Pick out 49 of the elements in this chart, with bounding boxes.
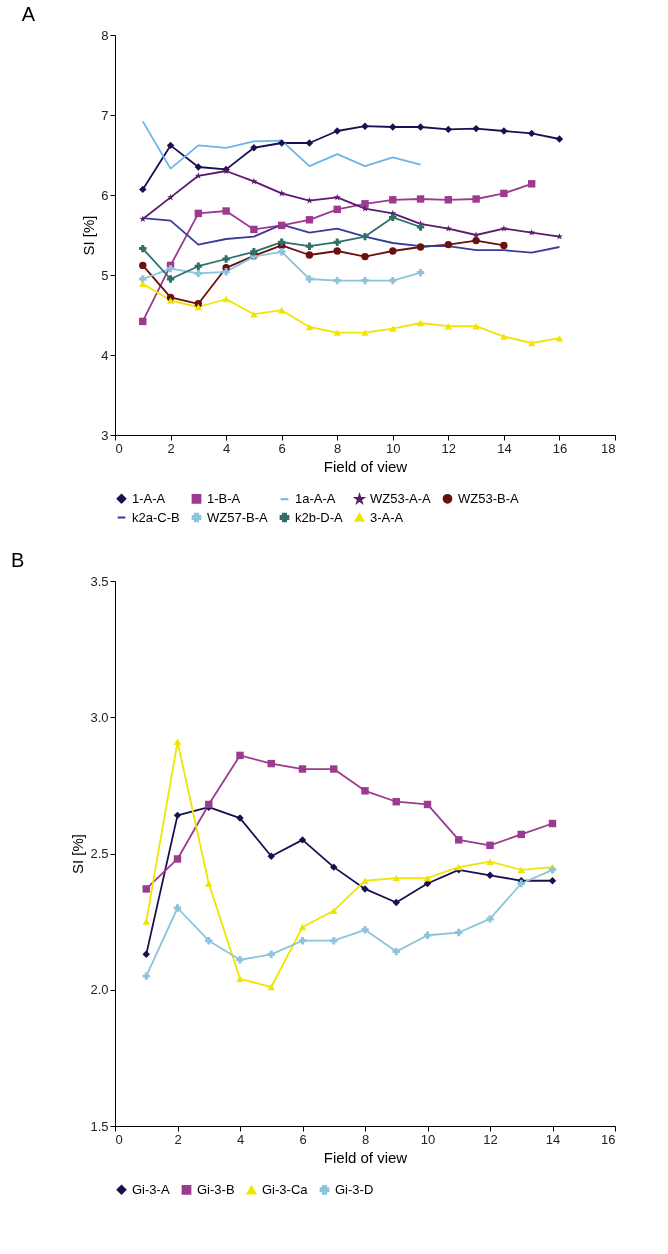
x-tick-label: 0 (115, 1131, 123, 1147)
x-tick-label: 12 (441, 440, 457, 456)
x-tick-label: 2 (174, 1131, 182, 1147)
y-tick-label: 2.0 (90, 982, 109, 998)
x-tick-label: 14 (545, 1131, 561, 1147)
x-tick-label: 6 (299, 1131, 307, 1147)
legend-label: k2b-D-A (295, 509, 344, 525)
legend-label: 3-A-A (370, 509, 404, 525)
y-tick-label: 6 (101, 187, 109, 203)
x-tick-label: 16 (601, 1131, 616, 1147)
x-tick-label: 10 (420, 1131, 436, 1147)
x-tick-label: 8 (334, 440, 342, 456)
y-tick-label: 3.5 (90, 573, 109, 589)
y-tick-label: 7 (101, 107, 109, 123)
legend-label: 1-A-A (132, 490, 166, 506)
x-tick-label: 10 (386, 440, 401, 456)
x-axis-title: Field of view (323, 457, 408, 475)
x-tick-label: 16 (552, 440, 568, 456)
y-axis-title: SI [%] (80, 215, 98, 256)
x-tick-label: 14 (497, 440, 512, 456)
legend-label: Gi-3-D (335, 1181, 374, 1197)
x-tick-label: 0 (115, 440, 123, 456)
legend-label: Gi-3-B (197, 1181, 235, 1197)
x-tick-label: 4 (236, 1131, 245, 1147)
legend-label: WZ53-B-A (458, 490, 519, 506)
legend-label: k2a-C-B (132, 509, 180, 525)
y-tick-label: 3.0 (90, 709, 109, 725)
y-tick-label: 8 (101, 27, 109, 43)
legend-label: 1a-A-A (295, 491, 336, 507)
legend-label: WZ53-A-A (370, 491, 431, 507)
y-axis-title: SI [%] (69, 833, 87, 875)
legend-label: Gi-3-Ca (262, 1182, 309, 1198)
x-axis-title: Field of view (323, 1148, 408, 1166)
x-tick-label: 2 (167, 440, 175, 456)
legend-label: 1-B-A (207, 490, 241, 506)
y-tick-label: 2.5 (90, 846, 109, 861)
x-tick-label: 8 (361, 1131, 370, 1147)
legend-label: WZ57-B-A (207, 509, 268, 525)
y-tick-label: 1.5 (90, 1118, 109, 1134)
y-tick-label: 5 (101, 267, 109, 283)
chart-title: B (10, 549, 25, 571)
x-tick-label: 12 (483, 1131, 498, 1147)
y-tick-label: 4 (101, 347, 109, 363)
x-tick-label: 6 (278, 440, 286, 456)
x-tick-label: 18 (601, 440, 616, 456)
x-tick-label: 4 (222, 440, 231, 456)
chart-title: A (21, 3, 36, 25)
legend-label: Gi-3-A (132, 1181, 170, 1197)
y-tick-label: 3 (101, 427, 109, 443)
